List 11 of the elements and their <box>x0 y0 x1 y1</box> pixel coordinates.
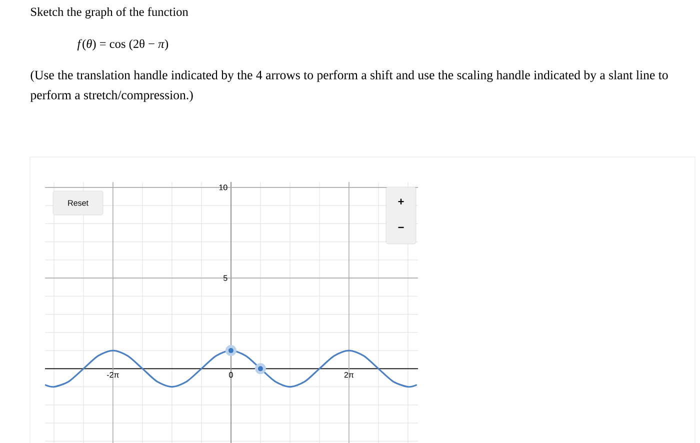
annotation: − <box>398 226 404 228</box>
y-tick-label: 10 <box>219 184 228 190</box>
chart-title: Sketch the graph of the function <box>31 7 188 18</box>
annotation: Reset <box>68 200 88 206</box>
y-tick-label: 5 <box>223 275 228 281</box>
text: (Use the translation handle indicated by the 4 arrows to perform a shift and use the scaling handle indicated by a slant line to perform a stretch/compression.) <box>30 70 668 102</box>
annotation: + <box>398 198 404 204</box>
x-tick-label: 0 <box>229 372 233 378</box>
x-tick-label: 2π <box>344 372 354 378</box>
x-tick-label: -2π <box>106 372 119 378</box>
chart-subtitle: f(θ) = cos (2θ − π) <box>77 39 168 50</box>
